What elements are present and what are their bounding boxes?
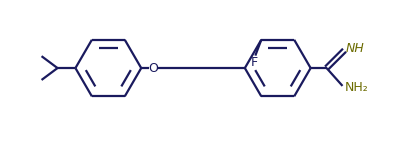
Text: F: F [250, 56, 257, 69]
Text: NH: NH [345, 42, 364, 55]
Text: O: O [148, 61, 158, 75]
Text: NH₂: NH₂ [344, 81, 367, 94]
